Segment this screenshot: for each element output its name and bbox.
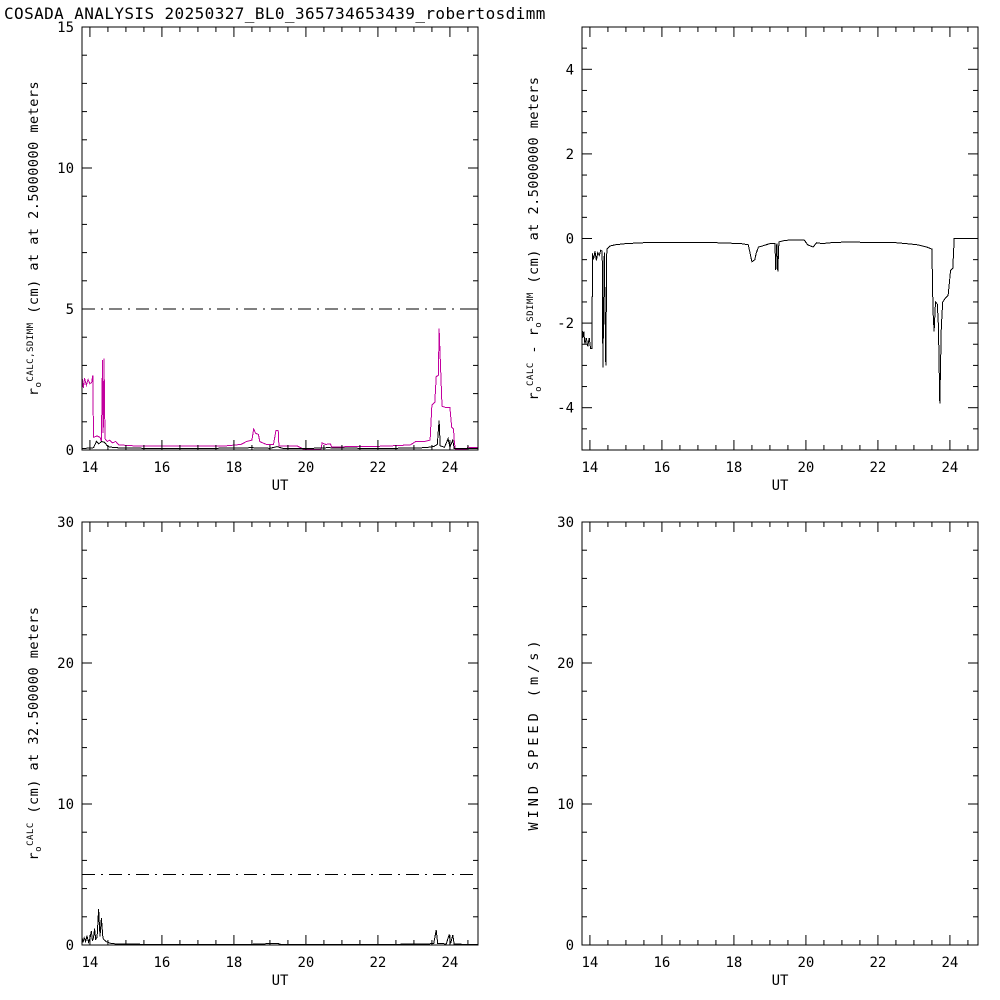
- y-tick-label: 30: [57, 515, 74, 531]
- x-tick-label: 22: [869, 460, 886, 476]
- y-axis-label: roCALC - roSDIMM (cm) at 2.5000000 meter…: [526, 77, 544, 401]
- y-tick-label: 2: [566, 147, 574, 163]
- axis-ticks: [582, 521, 978, 946]
- y-tick-label: -4: [557, 401, 574, 417]
- x-tick-label: 16: [153, 460, 170, 476]
- y-tick-label: 20: [57, 656, 74, 672]
- y-tick-label: 5: [66, 302, 74, 318]
- axes-box: [81, 521, 479, 946]
- y-tick-label: 10: [57, 161, 74, 177]
- y-axis-label: WIND SPEED (m/s): [526, 636, 542, 830]
- axes-box: [581, 26, 979, 451]
- x-axis-label: UT: [272, 973, 289, 989]
- y-axis-label: roCALC (cm) at 32.500000 meters: [26, 607, 44, 861]
- plot-panel-bottom-left-r0-32.5m: 14 16 18 20 22 24 0 10 20 30 UT roCALC (cm) at 32.5…: [26, 515, 479, 989]
- y-tick-label: 10: [57, 797, 74, 813]
- y-tick-label: -2: [557, 316, 574, 332]
- axis-ticks: [82, 521, 478, 946]
- y-tick-label: 4: [566, 62, 574, 78]
- x-tick-label: 18: [725, 955, 742, 971]
- x-tick-label: 16: [653, 955, 670, 971]
- x-tick-label: 18: [725, 460, 742, 476]
- y-tick-label: 0: [566, 232, 574, 248]
- x-tick-label: 24: [941, 460, 958, 476]
- x-tick-label: 20: [297, 955, 314, 971]
- y-tick-label: 15: [57, 20, 74, 36]
- x-tick-label: 24: [441, 955, 458, 971]
- x-tick-label: 14: [581, 460, 598, 476]
- y-tick-label: 0: [66, 938, 74, 954]
- x-tick-label: 14: [581, 955, 598, 971]
- x-tick-label: 22: [869, 955, 886, 971]
- page-title: COSADA ANALYSIS 20250327_BL0_36573465343…: [4, 4, 546, 23]
- x-tick-label: 14: [81, 460, 98, 476]
- x-tick-label: 24: [441, 460, 458, 476]
- x-axis-label: UT: [272, 478, 289, 494]
- y-tick-label: 10: [557, 797, 574, 813]
- x-tick-label: 24: [941, 955, 958, 971]
- axes-box: [81, 26, 479, 451]
- axes-box: [581, 521, 979, 946]
- y-tick-label: 30: [557, 515, 574, 531]
- axis-ticks: [582, 26, 978, 451]
- plot-panel-bottom-right-wind-speed: 14 16 18 20 22 24 0 10 20 30 UT WIND SPEED (m/s): [526, 515, 979, 989]
- series-r0-calc: [82, 420, 478, 450]
- x-tick-label: 20: [797, 460, 814, 476]
- series-group: [82, 328, 478, 450]
- y-axis-label: roCALC,SDIMM (cm) at at 2.5000000 meters: [26, 81, 44, 396]
- x-tick-label: 18: [225, 955, 242, 971]
- x-tick-label: 20: [797, 955, 814, 971]
- x-tick-label: 18: [225, 460, 242, 476]
- x-tick-label: 22: [369, 460, 386, 476]
- series-r0-sdimm: [82, 328, 478, 450]
- series-group: [82, 908, 478, 945]
- y-tick-label: 0: [566, 938, 574, 954]
- x-tick-label: 22: [369, 955, 386, 971]
- x-tick-label: 14: [81, 955, 98, 971]
- series-group: [582, 238, 978, 404]
- plot-panel-top-left-r0-2.5m: 14 16 18 20 22 24 0 5 10 15 UT roCALC,SDIMM (cm) at…: [26, 20, 479, 494]
- y-tick-label: 20: [557, 656, 574, 672]
- x-axis-label: UT: [772, 478, 789, 494]
- axis-ticks: [82, 26, 478, 451]
- y-tick-label: 0: [66, 443, 74, 459]
- x-tick-label: 20: [297, 460, 314, 476]
- x-tick-label: 16: [153, 955, 170, 971]
- x-tick-label: 16: [653, 460, 670, 476]
- x-axis-label: UT: [772, 973, 789, 989]
- series-r0-calc-minus-sdimm: [582, 238, 978, 404]
- series-r0-calc-32.5m: [82, 908, 478, 945]
